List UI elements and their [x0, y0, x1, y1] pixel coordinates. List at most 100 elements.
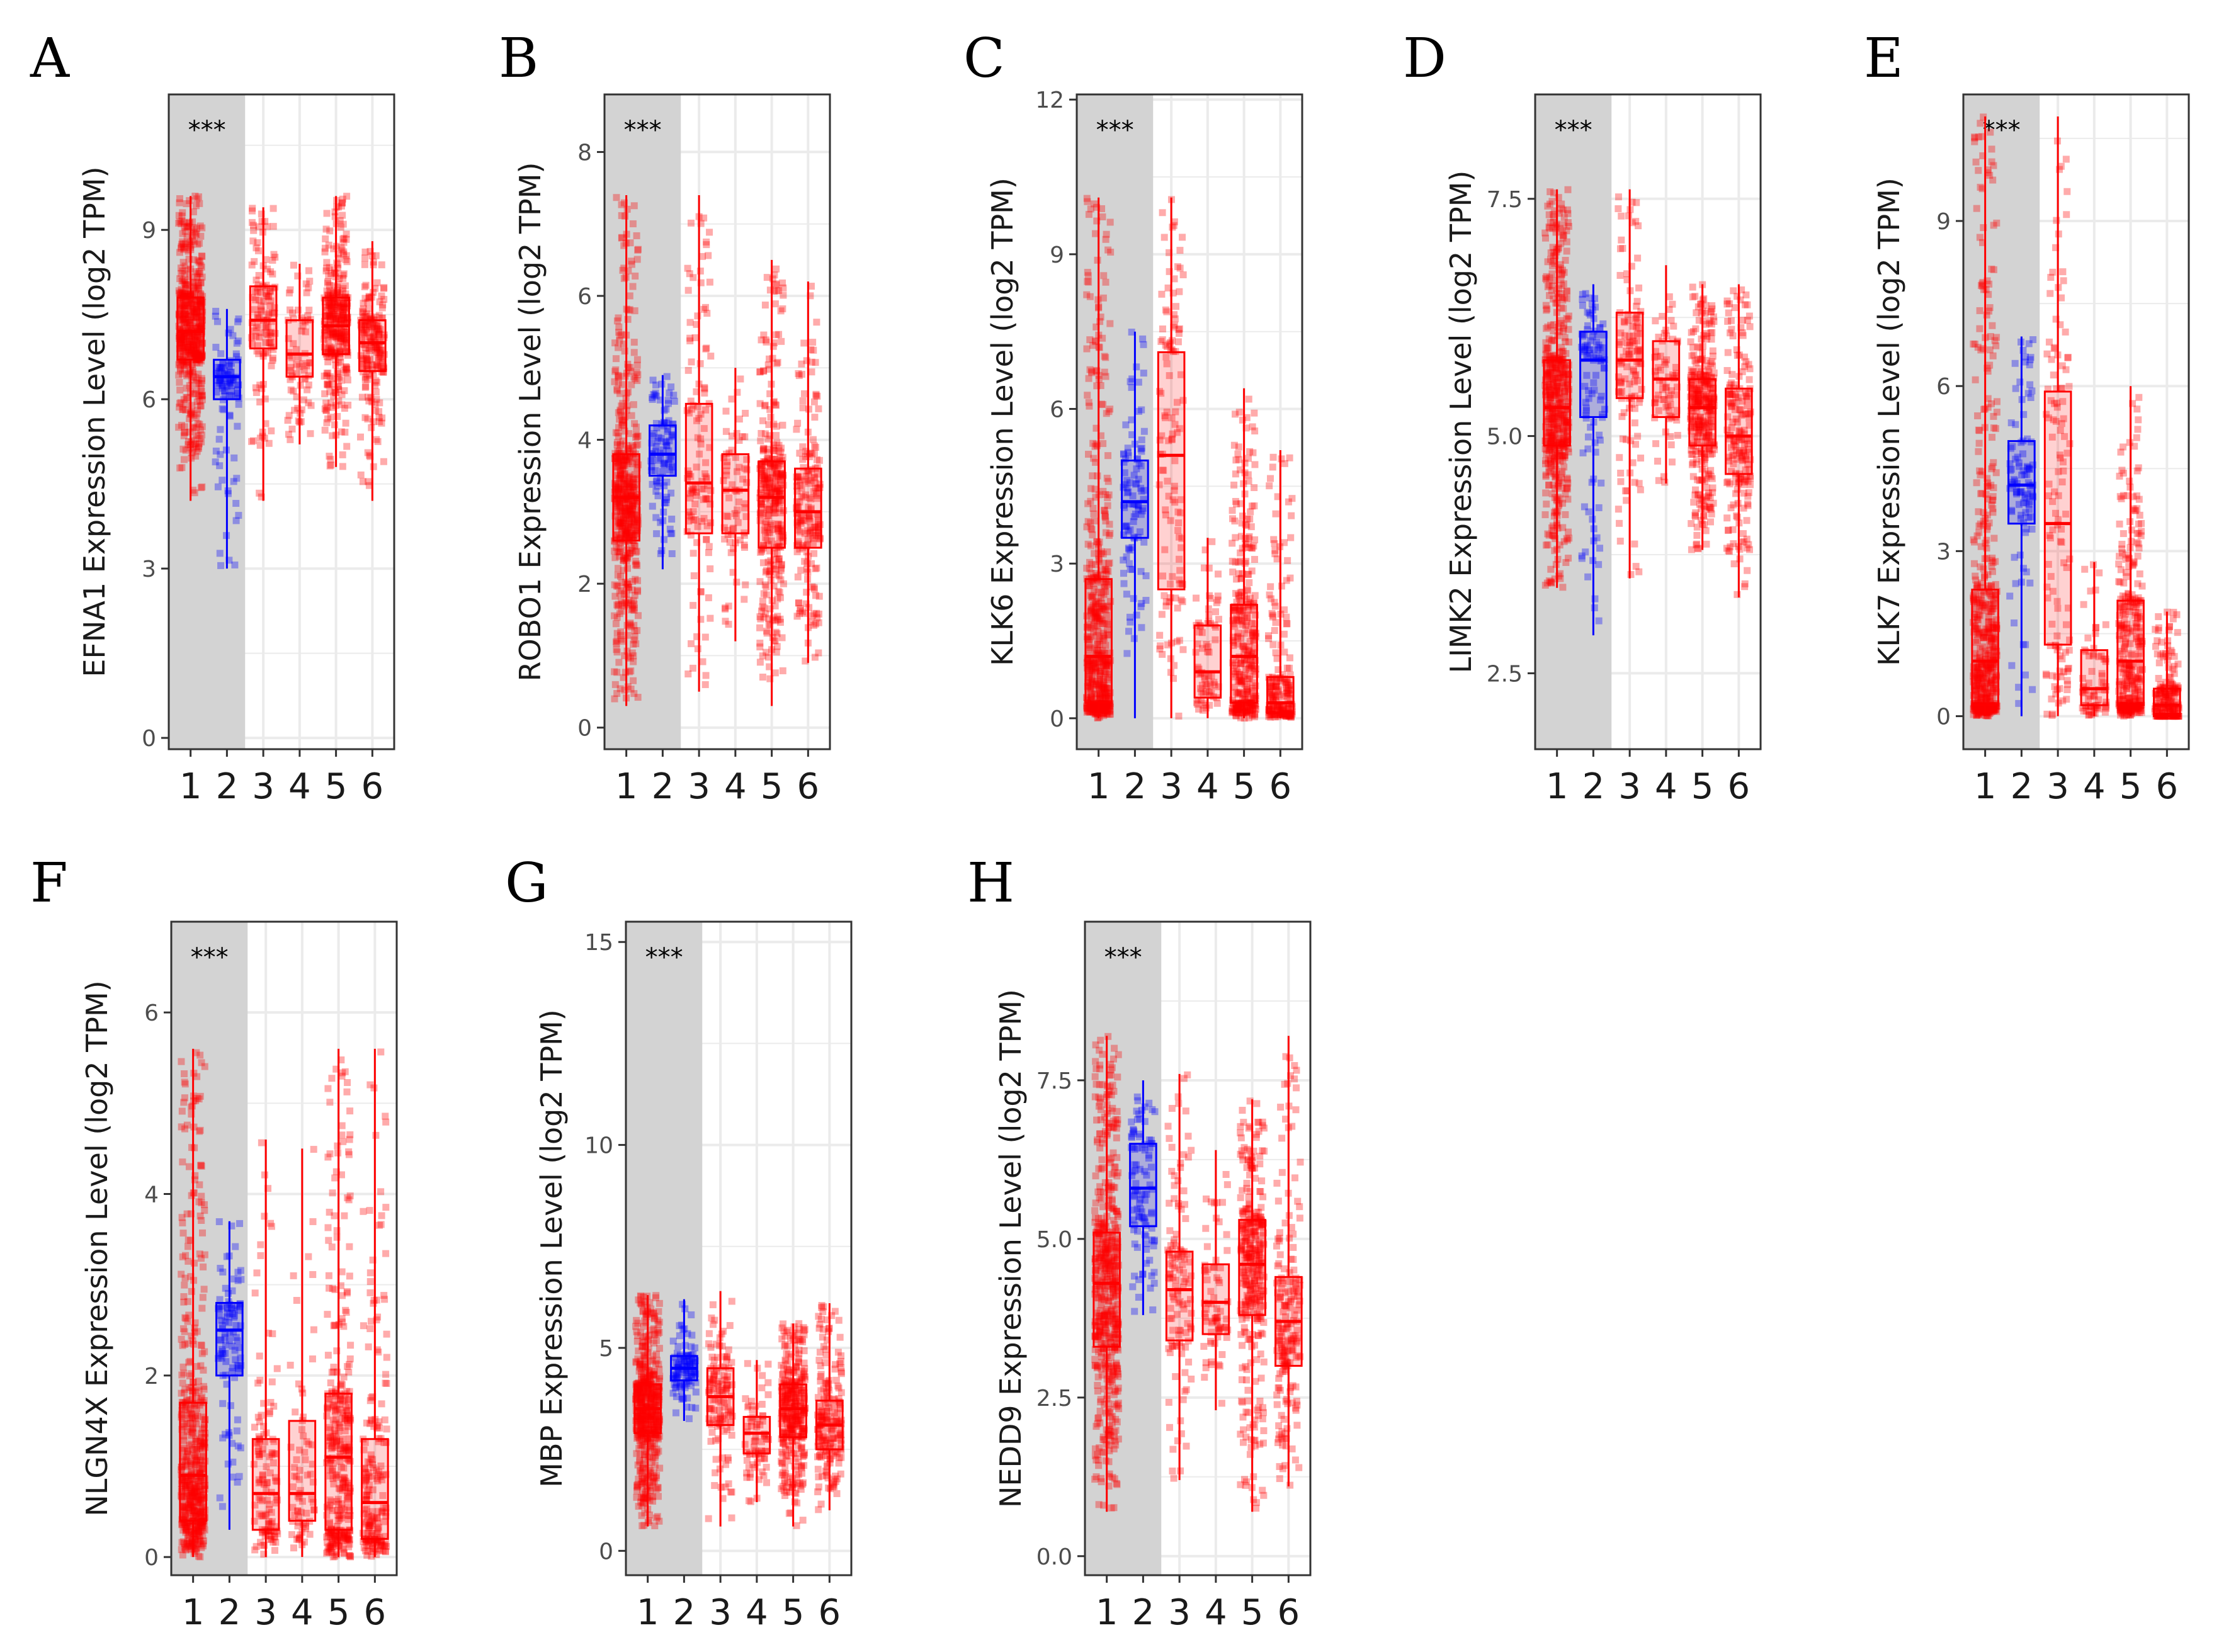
- data-point: [198, 423, 206, 431]
- data-point: [1198, 688, 1205, 696]
- data-point: [190, 390, 197, 398]
- data-point: [773, 630, 781, 638]
- data-point: [815, 610, 822, 618]
- data-point: [1249, 648, 1257, 656]
- data-point: [196, 298, 203, 306]
- data-point: [770, 398, 778, 405]
- data-point: [1093, 599, 1101, 606]
- data-point: [687, 219, 695, 227]
- data-point: [685, 470, 693, 478]
- data-point: [196, 402, 204, 410]
- data-point: [1157, 642, 1164, 650]
- data-point: [372, 252, 380, 259]
- data-point: [758, 548, 766, 555]
- data-point: [257, 288, 264, 296]
- x-tick-label: 6: [797, 766, 820, 807]
- data-point: [768, 489, 775, 497]
- data-point: [249, 293, 256, 301]
- data-point: [1089, 472, 1096, 480]
- data-point: [339, 305, 347, 313]
- data-point: [254, 247, 262, 254]
- data-point: [618, 381, 626, 388]
- data-point: [1092, 366, 1100, 374]
- data-point: [1099, 706, 1106, 714]
- data-point: [626, 550, 633, 557]
- data-point: [335, 254, 343, 262]
- data-point: [341, 405, 348, 412]
- data-point: [188, 300, 196, 308]
- data-point: [757, 461, 764, 468]
- data-point: [1591, 604, 1598, 611]
- data-point: [181, 262, 189, 269]
- data-point: [176, 367, 184, 375]
- data-point: [1103, 662, 1110, 670]
- data-point: [1559, 584, 1567, 591]
- data-point: [1095, 597, 1103, 605]
- data-point: [1251, 664, 1259, 672]
- data-point: [324, 345, 332, 353]
- data-point: [615, 484, 622, 491]
- data-point: [176, 317, 184, 324]
- data-point: [366, 312, 374, 320]
- data-point: [1615, 506, 1622, 513]
- data-point: [632, 526, 640, 534]
- data-point: [1103, 475, 1111, 482]
- data-point: [180, 312, 188, 319]
- data-point: [762, 528, 769, 535]
- data-point: [365, 305, 373, 313]
- data-point: [812, 392, 820, 399]
- data-point: [177, 302, 184, 309]
- data-point: [756, 643, 764, 651]
- data-point: [339, 220, 347, 228]
- data-point: [1178, 596, 1185, 604]
- data-point: [198, 317, 206, 324]
- data-point: [176, 195, 184, 203]
- data-point: [615, 659, 623, 666]
- data-point: [634, 433, 642, 440]
- data-point: [1234, 630, 1242, 637]
- data-point: [1096, 705, 1104, 713]
- data-point: [690, 402, 697, 409]
- data-point: [326, 310, 334, 318]
- data-point: [1241, 645, 1249, 653]
- data-point: [1546, 188, 1554, 196]
- data-point: [620, 465, 627, 472]
- data-point: [613, 317, 621, 325]
- data-point: [193, 410, 201, 417]
- data-point: [1281, 648, 1288, 656]
- data-point: [268, 343, 275, 351]
- data-point: [620, 516, 627, 523]
- data-point: [759, 447, 767, 455]
- data-point: [1100, 676, 1108, 683]
- data-point: [1247, 706, 1254, 713]
- data-point: [1252, 682, 1259, 689]
- data-point: [307, 402, 315, 409]
- data-point: [220, 371, 227, 379]
- data-point: [198, 377, 206, 385]
- data-point: [193, 308, 201, 315]
- data-point: [1238, 704, 1246, 711]
- data-point: [618, 487, 626, 494]
- data-point: [1205, 648, 1213, 656]
- data-point: [177, 355, 184, 363]
- data-point: [1086, 642, 1093, 649]
- data-point: [1096, 679, 1103, 687]
- data-point: [228, 376, 236, 384]
- data-point: [363, 310, 370, 317]
- data-point: [1166, 372, 1173, 380]
- data-point: [1083, 704, 1091, 711]
- data-point: [324, 404, 331, 411]
- data-point: [621, 453, 629, 461]
- data-point: [321, 390, 329, 397]
- data-point: [686, 337, 694, 344]
- data-point: [627, 623, 635, 631]
- data-point: [1235, 710, 1242, 717]
- data-point: [1244, 703, 1252, 710]
- data-point: [306, 359, 314, 366]
- data-point: [1084, 451, 1092, 458]
- data-point: [630, 677, 637, 684]
- data-point: [179, 315, 187, 323]
- data-point: [331, 282, 338, 290]
- data-point: [1103, 710, 1111, 718]
- data-point: [693, 539, 701, 546]
